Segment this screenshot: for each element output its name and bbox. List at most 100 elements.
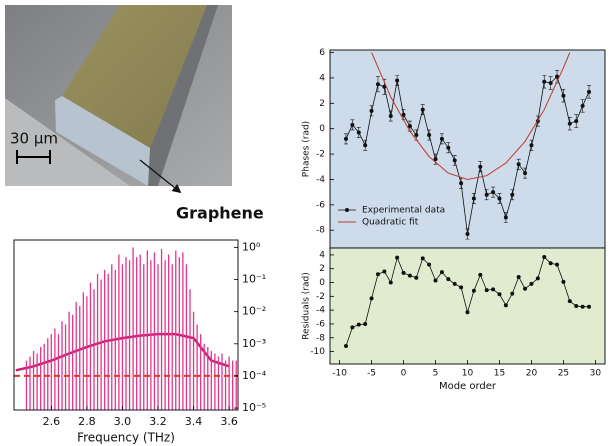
y-tick-label: -8	[316, 333, 325, 343]
x-tick-label: -5	[367, 369, 376, 379]
data-point	[376, 272, 380, 276]
plot-background	[330, 248, 605, 364]
data-point	[395, 78, 399, 82]
data-point	[587, 305, 591, 309]
data-point	[344, 344, 348, 348]
data-point	[389, 114, 393, 118]
data-point	[382, 269, 386, 273]
legend-label: Quadratic fit	[362, 218, 419, 228]
y-tick-label: -6	[316, 319, 325, 329]
x-tick-label: 3.0	[114, 415, 132, 428]
y-tick-label: -4	[316, 175, 325, 185]
x-axis-label: Mode order	[439, 381, 497, 392]
data-point	[472, 197, 476, 201]
y-tick-label: 0	[319, 124, 325, 134]
y-tick-label: 10⁻²	[242, 305, 266, 318]
data-point	[523, 171, 527, 175]
data-point	[402, 271, 406, 275]
x-tick-label: 5	[433, 369, 439, 379]
data-point	[402, 113, 406, 117]
y-tick-label: 4	[319, 73, 325, 83]
data-point	[427, 263, 431, 267]
data-point	[376, 82, 380, 86]
data-point	[587, 90, 591, 94]
legend-marker	[345, 208, 349, 212]
data-point	[414, 276, 418, 280]
legend-label: Experimental data	[362, 206, 445, 216]
data-point	[529, 282, 533, 286]
data-point	[395, 256, 399, 260]
x-tick-label: 3.4	[185, 415, 203, 428]
y-tick-label: 4	[319, 250, 325, 260]
y-tick-label: 0	[319, 278, 325, 288]
y-tick-label: -2	[316, 150, 325, 160]
plot-area	[14, 247, 238, 410]
data-point	[357, 131, 361, 135]
y-tick-label: 10⁻¹	[242, 273, 266, 286]
x-tick-label: 2.8	[78, 415, 96, 428]
callout-label: Graphene	[176, 204, 264, 223]
data-point	[446, 146, 450, 150]
data-point	[466, 310, 470, 314]
y-axis-label: Phases (rad)	[302, 121, 312, 177]
data-point	[466, 232, 470, 236]
data-point	[370, 109, 374, 113]
data-point	[523, 287, 527, 291]
data-point	[408, 124, 412, 128]
y-tick-label: -8	[316, 226, 325, 236]
x-tick-label: 2.6	[43, 415, 61, 428]
data-point	[504, 303, 508, 307]
data-point	[459, 181, 463, 185]
data-point	[446, 277, 450, 281]
data-point	[421, 256, 425, 260]
y-tick-label: -10	[310, 347, 325, 357]
data-point	[497, 292, 501, 296]
sem-image: 30 µm	[5, 5, 232, 186]
scale-label: 30 µm	[10, 130, 58, 148]
data-point	[561, 94, 565, 98]
x-tick-label: 20	[526, 369, 538, 379]
data-point	[574, 119, 578, 123]
data-point	[453, 158, 457, 162]
data-point	[517, 275, 521, 279]
data-point	[363, 322, 367, 326]
x-tick-label: 0	[401, 369, 407, 379]
data-point	[542, 255, 546, 259]
data-point	[549, 81, 553, 85]
data-point	[581, 104, 585, 108]
data-point	[350, 123, 354, 127]
data-point	[350, 325, 354, 329]
data-point	[497, 197, 501, 201]
data-point	[389, 281, 393, 285]
data-point	[363, 143, 367, 147]
data-point	[491, 190, 495, 194]
x-tick-label: 30	[590, 369, 602, 379]
x-tick-label: 10	[462, 369, 474, 379]
y-tick-label: 10⁰	[242, 240, 261, 253]
data-point	[555, 263, 559, 267]
y-tick-label: -2	[316, 292, 325, 302]
data-point	[561, 280, 565, 284]
data-point	[510, 193, 514, 197]
data-point	[568, 122, 572, 126]
data-point	[485, 193, 489, 197]
data-point	[472, 289, 476, 293]
data-point	[344, 137, 348, 141]
data-point	[440, 270, 444, 274]
y-tick-label: 2	[319, 99, 325, 109]
data-point	[434, 278, 438, 282]
data-point	[504, 216, 508, 220]
data-point	[529, 143, 533, 147]
x-tick-label: 3.6	[220, 415, 238, 428]
data-point	[549, 261, 553, 265]
x-tick-label: 3.2	[149, 415, 167, 428]
data-point	[574, 304, 578, 308]
y-tick-label: -4	[316, 306, 325, 316]
data-point	[440, 137, 444, 141]
data-point	[370, 296, 374, 300]
y-tick-label: 10⁻³	[242, 337, 266, 350]
x-tick-label: 15	[494, 369, 505, 379]
data-point	[491, 287, 495, 291]
data-point	[478, 273, 482, 277]
data-point	[421, 108, 425, 112]
